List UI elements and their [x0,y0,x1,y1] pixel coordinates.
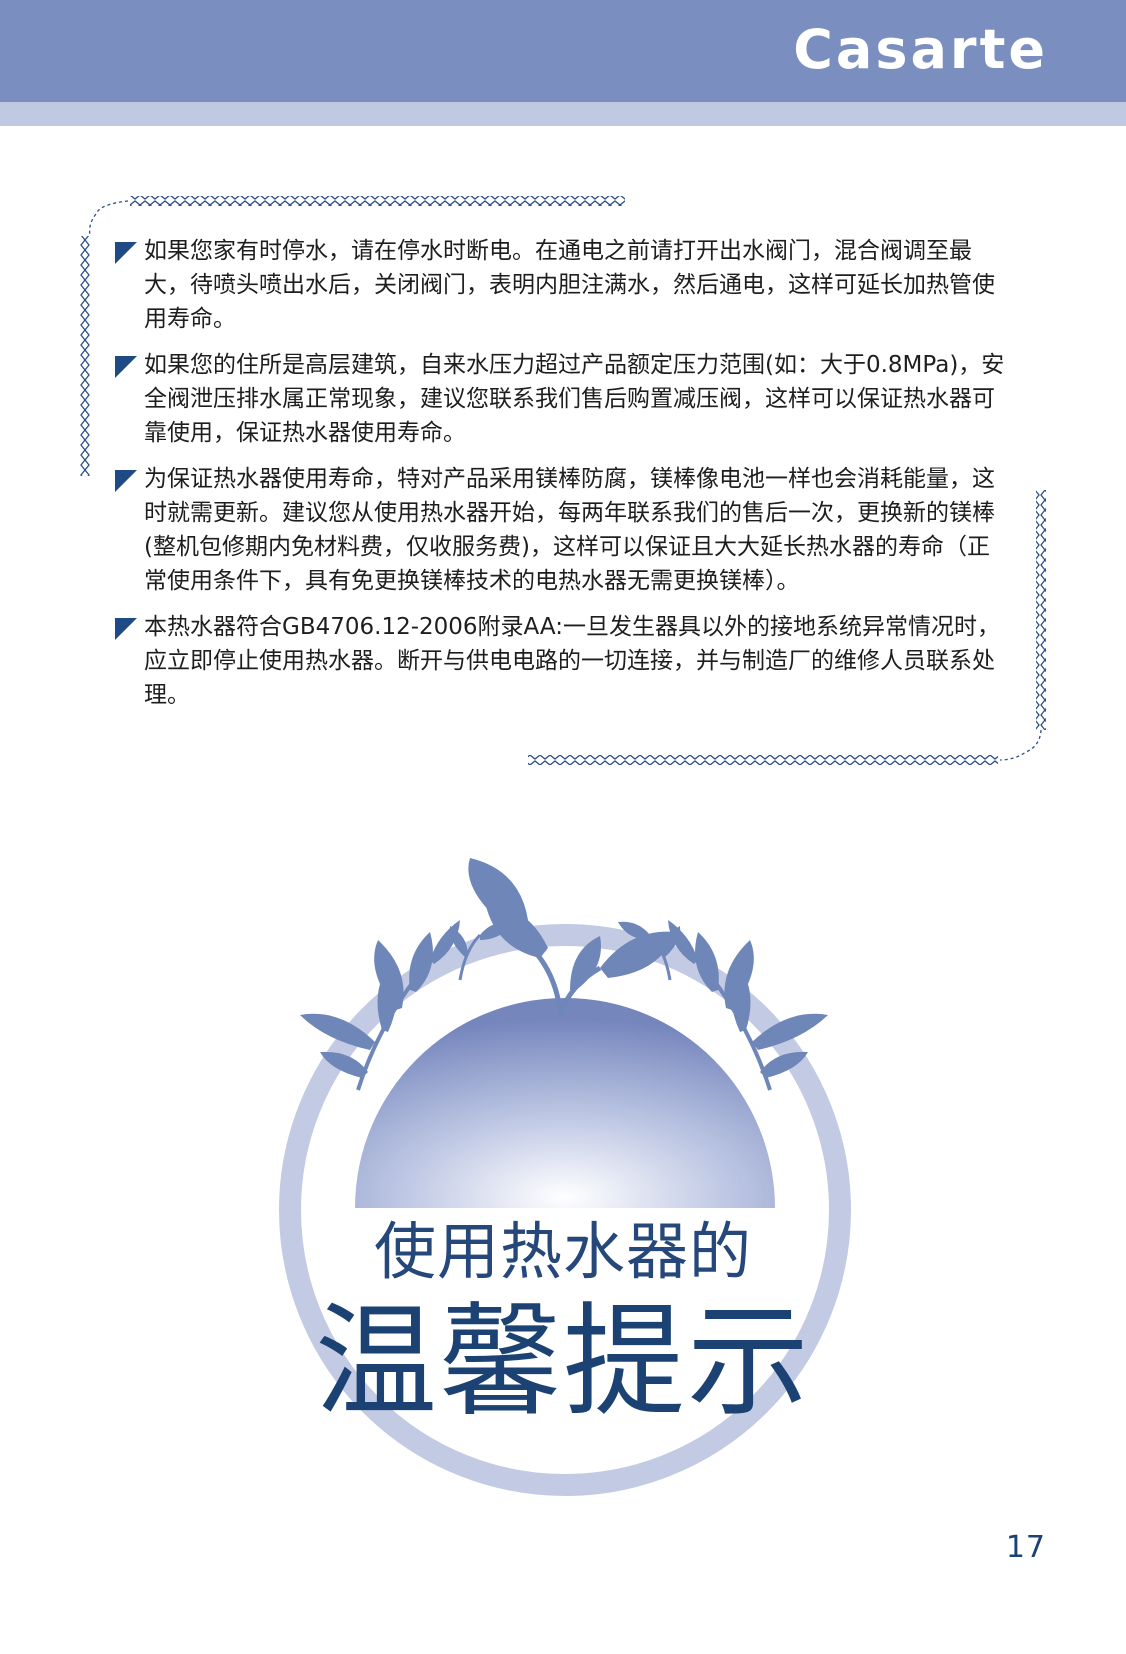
note-text: 本热水器符合GB4706.12-2006附录AA:一旦发生器具以外的接地系统异常… [144,614,1000,708]
brand-logo: Casarte [793,18,1048,81]
note-text: 如果您家有时停水，请在停水时断电。在通电之前请打开出水阀门，混合阀调至最大，待喷… [144,238,995,332]
small-sprout-icon [449,921,681,981]
notes-list: 如果您家有时停水，请在停水时断电。在通电之前请打开出水阀门，混合阀调至最大，待喷… [112,234,1012,724]
note-item: 为保证热水器使用寿命，特对产品采用镁棒防腐，镁棒像电池一样也会消耗能量，这时就需… [112,462,1012,598]
heading-title: 温馨提示 [315,1291,811,1433]
note-text: 如果您的住所是高层建筑，自来水压力超过产品额定压力范围(如：大于0.8MPa)，… [144,352,1005,446]
note-item: 如果您家有时停水，请在停水时断电。在通电之前请打开出水阀门，混合阀调至最大，待喷… [112,234,1012,336]
decorative-frame [80,196,1046,765]
heading-subtitle: 使用热水器的 [373,1215,752,1288]
triangle-bullet-icon [115,356,137,378]
left-branch-icon [300,920,460,1091]
triangle-bullet-icon [115,618,137,640]
note-item: 如果您的住所是高层建筑，自来水压力超过产品额定压力范围(如：大于0.8MPa)，… [112,348,1012,450]
triangle-bullet-icon [115,470,137,492]
dome-shape [355,998,775,1208]
header-strip [0,102,1126,126]
header-band [0,0,1126,102]
right-branch-icon [668,920,828,1091]
ring-shape [279,924,851,1496]
note-text: 为保证热水器使用寿命，特对产品采用镁棒防腐，镁棒像电池一样也会消耗能量，这时就需… [144,466,995,594]
page-number: 17 [1005,1530,1046,1565]
note-item: 本热水器符合GB4706.12-2006附录AA:一旦发生器具以外的接地系统异常… [112,610,1012,712]
triangle-bullet-icon [115,242,137,264]
plant-globe-emblem [279,858,851,1496]
